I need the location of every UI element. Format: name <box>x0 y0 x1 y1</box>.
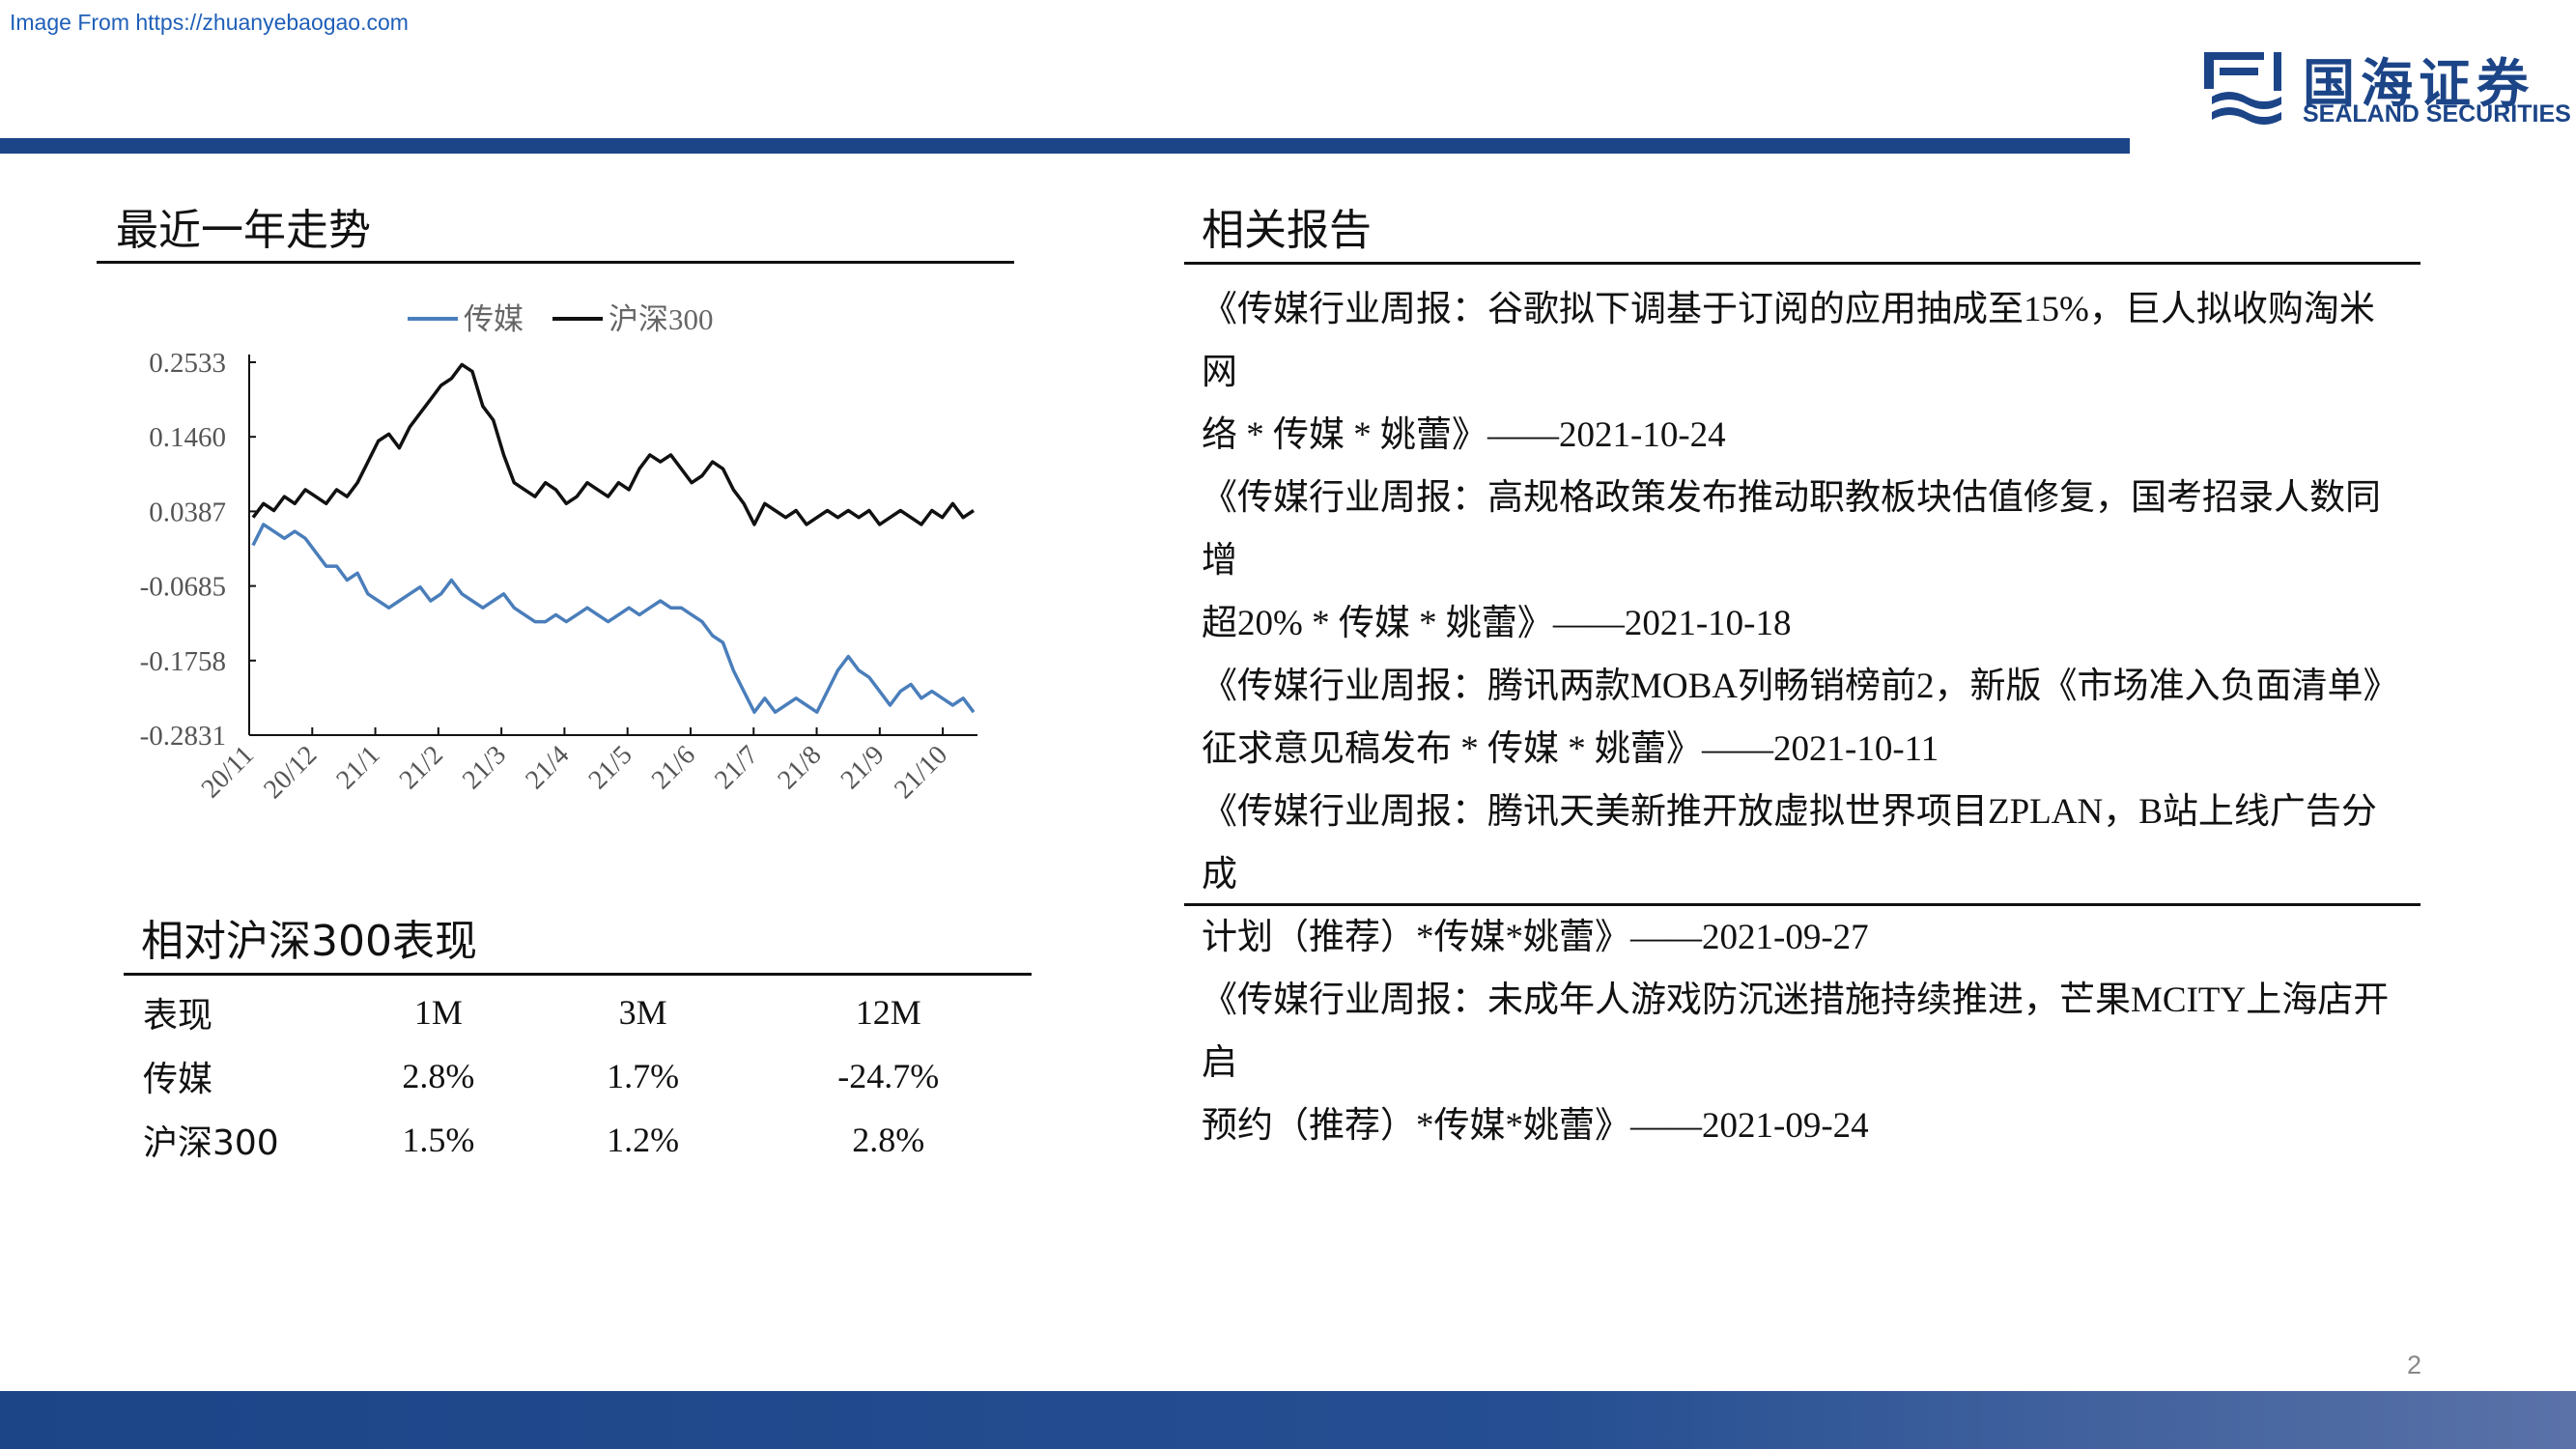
reports-title: 相关报告 <box>1202 206 1372 255</box>
report-title-line: 《传媒行业周报：腾讯两款MOBA列畅销榜前2，新版《市场准入负面清单》 <box>1202 667 2399 706</box>
sealand-logo-icon <box>2204 52 2281 125</box>
legend-label-hs300: 沪深300 <box>609 302 714 336</box>
report-meta-line: 征求意见稿发布 * 传媒 * 姚蕾》——2021-10-11 <box>1202 729 1939 769</box>
report-list: 《传媒行业周报：谷歌拟下调基于订阅的应用抽成至15%，巨人拟收购淘米网 络 * … <box>1202 278 2404 1157</box>
chart-legend: 传媒 沪深300 <box>408 302 714 336</box>
table-cell: 2.8% <box>852 1121 925 1159</box>
row-label: 传媒 <box>143 1060 213 1099</box>
bottom-accent-bar <box>0 1391 2576 1449</box>
x-tick-label: 21/3 <box>457 740 512 795</box>
y-tick-label: -0.1758 <box>140 646 226 677</box>
table-cell: 1.5% <box>402 1121 475 1159</box>
brand-logo: 国海证券 SEALAND SECURITIES <box>2198 43 2571 131</box>
y-tick-label: -0.2831 <box>140 721 226 752</box>
report-title-line: 《传媒行业周报：谷歌拟下调基于订阅的应用抽成至15%，巨人拟收购淘米网 <box>1202 290 2375 392</box>
table-cell: 2.8% <box>402 1057 475 1095</box>
series-line-media <box>251 523 976 714</box>
trend-line-chart: 传媒 沪深300 0.2533 0.1460 0.0387 -0.0685 -0.175… <box>140 302 977 805</box>
x-tick-label: 21/9 <box>835 740 891 795</box>
series-line-hs300 <box>251 362 975 526</box>
report-item[interactable]: 《传媒行业周报：未成年人游戏防沉迷措施持续推进，芒果MCITY上海店开启 预约（… <box>1202 969 2404 1157</box>
page-number: 2 <box>2407 1350 2422 1379</box>
y-tick-label: 0.0387 <box>149 497 226 527</box>
reports-bottom-rule <box>1184 903 2420 906</box>
legend-label-media: 传媒 <box>464 302 524 336</box>
reports-title-rule <box>1184 262 2420 265</box>
report-title-line: 《传媒行业周报：高规格政策发布推动职教板块估值修复，国考招录人数同增 <box>1202 478 2381 581</box>
report-meta-line: 超20% * 传媒 * 姚蕾》——2021-10-18 <box>1202 604 1792 643</box>
perf-title-rule <box>124 973 1032 976</box>
x-tick-label: 21/5 <box>583 740 638 795</box>
header-cell: 12M <box>855 993 921 1032</box>
y-tick-label: -0.0685 <box>140 572 226 603</box>
x-tick-label: 21/4 <box>520 740 575 795</box>
y-tick-label: 0.2533 <box>149 348 226 379</box>
header-cell: 表现 <box>143 996 213 1036</box>
report-meta-line: 络 * 传媒 * 姚蕾》——2021-10-24 <box>1202 415 1726 455</box>
chart-axes: 0.2533 0.1460 0.0387 -0.0685 -0.1758 -0.2831 2… <box>140 348 977 805</box>
x-tick-label: 21/1 <box>330 740 385 795</box>
row-label: 沪深300 <box>143 1123 279 1163</box>
header-cell: 1M <box>413 993 463 1032</box>
header-cell: 3M <box>618 993 667 1032</box>
report-item[interactable]: 《传媒行业周报：腾讯两款MOBA列畅销榜前2，新版《市场准入负面清单》 征求意见… <box>1202 655 2404 781</box>
table-cell: -24.7% <box>837 1057 940 1095</box>
x-tick-label: 21/10 <box>889 740 953 805</box>
report-meta-line: 计划（推荐）*传媒*姚蕾》——2021-09-27 <box>1202 918 1869 957</box>
table-cell: 1.7% <box>607 1057 680 1095</box>
logo-chinese-name: 国海证券 <box>2303 53 2534 114</box>
table-header-row: 表现 1M 3M 12M <box>124 980 1032 1044</box>
y-tick-label: 0.1460 <box>149 422 226 453</box>
table-row: 传媒 2.8% 1.7% -24.7% <box>124 1044 1032 1108</box>
report-title-line: 《传媒行业周报：腾讯天美新推开放虚拟世界项目ZPLAN，B站上线广告分成 <box>1202 792 2377 895</box>
chart-plot-area <box>251 362 976 714</box>
report-title-line: 《传媒行业周报：未成年人游戏防沉迷措施持续推进，芒果MCITY上海店开启 <box>1202 980 2390 1083</box>
report-item[interactable]: 《传媒行业周报：腾讯天美新推开放虚拟世界项目ZPLAN，B站上线广告分成 计划（… <box>1202 781 2404 969</box>
x-tick-label: 21/7 <box>709 740 764 795</box>
x-tick-label: 21/8 <box>772 740 827 795</box>
table-cell: 1.2% <box>607 1121 680 1159</box>
x-tick-label: 21/2 <box>394 740 449 795</box>
performance-table: 表现 1M 3M 12M 传媒 2.8% 1.7% -24.7% 沪深300 1… <box>124 980 1032 1172</box>
trend-title-rule <box>97 261 1014 264</box>
perf-title: 相对沪深300表现 <box>141 917 477 966</box>
x-tick-label: 20/12 <box>258 740 323 805</box>
report-item[interactable]: 《传媒行业周报：高规格政策发布推动职教板块估值修复，国考招录人数同增 超20% … <box>1202 467 2404 655</box>
x-tick-label: 21/6 <box>646 740 701 795</box>
trend-title: 最近一年走势 <box>116 206 371 255</box>
watermark-text: Image From https://zhuanyebaogao.com <box>10 10 409 35</box>
table-row: 沪深300 1.5% 1.2% 2.8% <box>124 1108 1032 1172</box>
report-meta-line: 预约（推荐）*传媒*姚蕾》——2021-09-24 <box>1202 1106 1869 1146</box>
report-item[interactable]: 《传媒行业周报：谷歌拟下调基于订阅的应用抽成至15%，巨人拟收购淘米网 络 * … <box>1202 278 2404 467</box>
top-accent-bar <box>0 138 2130 154</box>
logo-english-name: SEALAND SECURITIES <box>2303 100 2571 128</box>
